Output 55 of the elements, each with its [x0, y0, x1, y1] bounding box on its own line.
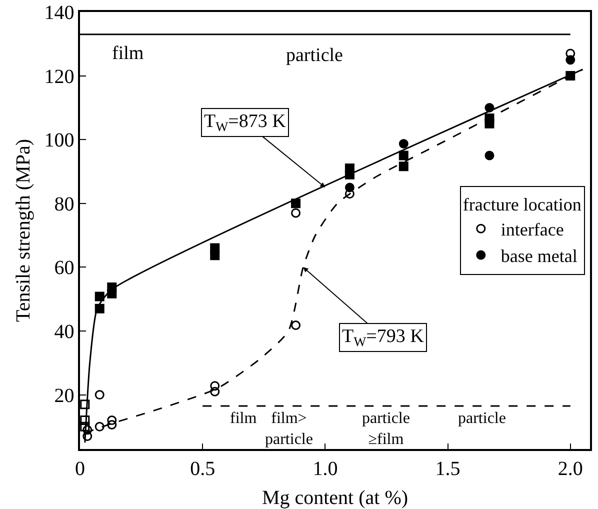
annotation: film: [112, 43, 144, 64]
x-tick-label: 0.5: [190, 458, 216, 480]
point: [484, 150, 494, 160]
point: [291, 208, 301, 218]
y-tick-label: 80: [54, 193, 74, 216]
x-tick-label: 2.0: [558, 458, 583, 480]
legend-label: interface: [500, 220, 564, 240]
point: [80, 416, 90, 426]
annotation: particle: [286, 45, 343, 66]
x-tick-label: 1.5: [435, 458, 460, 480]
point: [566, 71, 576, 81]
annotation: particle ≥film: [362, 410, 410, 448]
annotation: film: [230, 410, 258, 427]
point: [484, 118, 494, 128]
point: [344, 182, 354, 192]
legend-label: base metal: [500, 246, 578, 266]
point: [398, 138, 408, 148]
point: [566, 55, 576, 65]
y-tick-label: 40: [54, 320, 74, 343]
point: [344, 170, 354, 180]
point: [94, 292, 104, 302]
annotation: film> particle: [265, 410, 313, 448]
point: [80, 400, 90, 410]
point: [566, 48, 576, 58]
point: [94, 390, 104, 400]
point: [291, 198, 301, 208]
y-tick-label: 140: [44, 2, 74, 24]
point: [398, 150, 408, 160]
y-tick-label: 60: [54, 257, 74, 280]
annotation: T$_{W}$=873 K: [204, 111, 286, 134]
annotation: T$_{W}$=793 K: [342, 326, 424, 349]
x-tick-label: 0: [75, 458, 85, 480]
point: [210, 250, 220, 260]
y-tick-label: 100: [44, 130, 74, 152]
point: [80, 422, 90, 432]
point: [291, 320, 301, 330]
x-tick-label: 1.0: [312, 458, 338, 480]
point: [107, 416, 117, 426]
x-axis-title: Mg content (at %): [262, 487, 408, 509]
point: [107, 420, 117, 430]
point: [210, 386, 220, 396]
point: [398, 162, 408, 172]
y-tick-label: 20: [54, 384, 74, 407]
point: [107, 288, 117, 298]
point: [210, 381, 220, 391]
point: [484, 102, 494, 112]
legend-title: fracture location: [462, 194, 582, 214]
point: [82, 425, 92, 435]
point: [344, 189, 354, 199]
point: [82, 431, 92, 441]
annotation: particle: [458, 410, 506, 427]
y-tick-label: 120: [44, 66, 74, 88]
y-axis-title: Tensile strength (MPa): [12, 138, 34, 322]
point: [94, 422, 104, 432]
point: [94, 304, 104, 314]
